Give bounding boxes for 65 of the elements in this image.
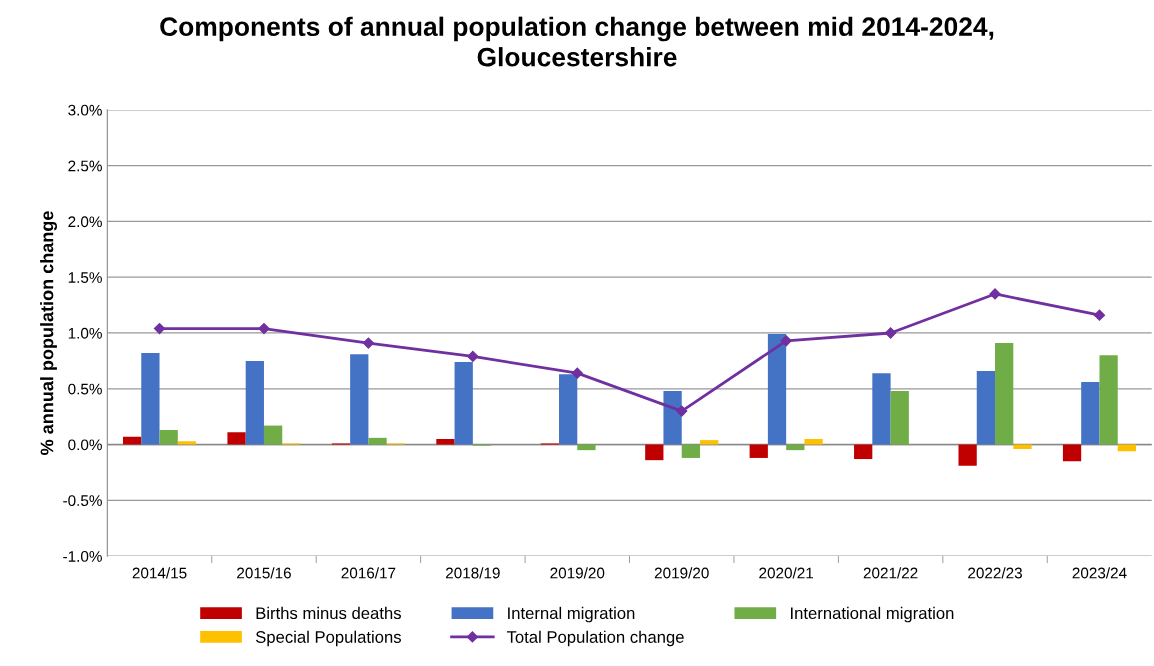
point <box>467 350 479 363</box>
bar <box>872 373 891 445</box>
y-tick-label: 0.0% <box>68 439 102 451</box>
bar <box>559 374 578 445</box>
bar <box>681 444 700 458</box>
bar <box>645 444 664 461</box>
point <box>780 335 792 347</box>
x-tick-label: 2020/21 <box>759 567 814 579</box>
bar <box>1013 444 1032 450</box>
x-tick-label: 2015/16 <box>237 567 291 579</box>
y-tick-label: -1.0% <box>63 550 102 562</box>
y-tick-label: -0.5% <box>63 495 102 507</box>
bar <box>263 425 283 445</box>
bar <box>577 444 596 451</box>
bar <box>804 438 823 445</box>
bar <box>122 436 142 445</box>
y-tick-label: 2.5% <box>68 160 102 172</box>
y-axis-title: % annual population change <box>40 211 57 455</box>
bar <box>976 370 996 445</box>
legend-label: Births minus deaths <box>256 606 401 620</box>
x-tick-label: 2022/23 <box>968 567 1022 579</box>
legend-label: Internal migration <box>508 606 635 623</box>
bar <box>436 438 455 445</box>
x-tick-label: 2019/20 <box>550 567 605 579</box>
x-tick-label: 2014/15 <box>132 567 187 579</box>
bar <box>454 362 473 445</box>
bar <box>1062 444 1082 462</box>
bar <box>159 430 178 445</box>
y-tick-label: 0.5% <box>68 383 102 395</box>
bar <box>700 440 719 445</box>
point <box>258 322 270 335</box>
x-tick-label: 2018/19 <box>446 567 500 579</box>
point <box>362 337 375 349</box>
legend-label: Special Populations <box>255 630 401 647</box>
legend-label: International migration <box>791 606 954 623</box>
x-tick-label: 2016/17 <box>341 567 396 579</box>
y-tick-label: 2.0% <box>68 216 102 228</box>
chart-title: Components of annual population change between mid 2014-2024, Gloucestershire <box>160 16 994 67</box>
y-tick-label: 3.0% <box>68 104 102 116</box>
x-tick-label: 2021/22 <box>863 567 918 579</box>
bar <box>890 391 909 445</box>
bar <box>749 444 768 458</box>
y-tick-label: 1.5% <box>68 272 102 283</box>
x-tick-label: 2023/24 <box>1072 567 1127 579</box>
bar <box>141 353 160 445</box>
bar <box>368 437 387 445</box>
point <box>571 367 583 379</box>
y-tick-label: 1.0% <box>68 327 102 339</box>
bar <box>350 354 369 445</box>
point <box>676 405 688 417</box>
bar <box>663 391 682 445</box>
point <box>1093 309 1106 321</box>
bar <box>767 334 787 445</box>
bar <box>177 441 197 445</box>
x-tick-label: 2019/20 <box>654 567 709 579</box>
bar <box>854 444 873 460</box>
legend-label: Total Population change <box>506 630 684 647</box>
point <box>153 322 166 335</box>
bar <box>1081 382 1100 445</box>
bar <box>958 444 977 466</box>
bar <box>227 432 246 445</box>
bar <box>1099 355 1118 445</box>
point <box>884 327 897 339</box>
bar <box>245 360 264 445</box>
bar <box>995 343 1014 445</box>
